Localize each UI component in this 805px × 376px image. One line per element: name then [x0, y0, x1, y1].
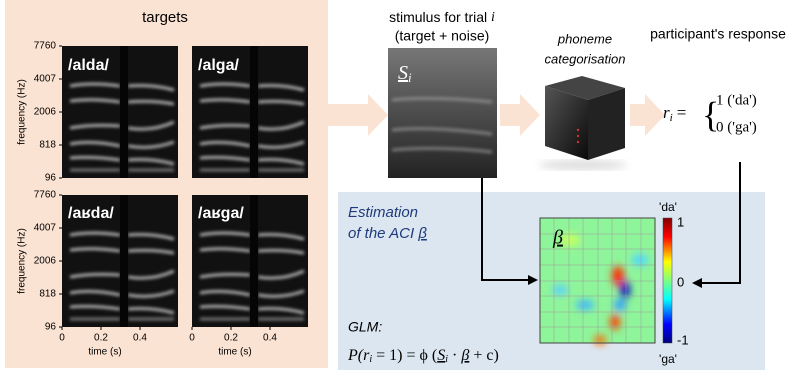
panel-label: /aʁga/	[198, 205, 244, 222]
response-case: 1 ('da')	[716, 92, 757, 108]
figure: targets /alda/ /alga/ /aʁda/ /aʁga/ freq…	[0, 0, 805, 376]
x-tick-label: 0	[59, 333, 65, 344]
aci-symbol: β	[552, 227, 563, 249]
y-axis-label: frequency (Hz)	[17, 228, 28, 294]
y-tick-label: 818	[39, 289, 56, 300]
estimation-title: of the ACI β	[348, 225, 427, 242]
response-title: participant's response	[650, 26, 786, 42]
y-tick-label: 2006	[34, 256, 57, 267]
y-tick-label: 7760	[34, 190, 57, 201]
stimulus-title: stimulus for trial i	[389, 9, 495, 26]
colorbar-tick: 0	[677, 274, 684, 289]
y-tick-label: 96	[45, 173, 57, 184]
y-tick-label: 4007	[34, 223, 57, 234]
y-tick-label: 7760	[34, 41, 57, 52]
panel-label: /aʁda/	[68, 205, 114, 222]
colorbar-tick: 1	[677, 214, 684, 229]
response-case: 0 ('ga')	[716, 119, 757, 135]
black-box-icon	[539, 76, 627, 170]
stimulus-subtitle: (target + noise)	[395, 28, 490, 44]
x-tick-label: 0.4	[263, 333, 277, 344]
colorbar-tick: -1	[677, 332, 689, 347]
categorisation-label: phoneme	[557, 31, 612, 46]
colorbar	[663, 218, 672, 343]
categorisation-label: categorisation	[545, 51, 626, 66]
response-equation: ri=	[663, 103, 686, 124]
y-axis-label: frequency (Hz)	[17, 79, 28, 145]
x-axis-label: time (s)	[88, 347, 121, 358]
colorbar-top-label: 'da'	[659, 200, 677, 214]
y-tick-label: 2006	[34, 107, 57, 118]
y-tick-label: 4007	[34, 74, 57, 85]
y-tick-label: 96	[45, 322, 57, 333]
x-tick-label: 0.2	[94, 333, 108, 344]
colorbar-bottom-label: 'ga'	[659, 352, 677, 366]
y-tick-label: 818	[39, 140, 56, 151]
glm-label: GLM:	[348, 319, 382, 335]
x-tick-label: 0.4	[133, 333, 147, 344]
x-axis-label: time (s)	[218, 347, 251, 358]
estimation-title: Estimation	[348, 204, 418, 221]
panel-label: /alga/	[198, 57, 239, 74]
panel-label: /alda/	[68, 57, 109, 74]
x-tick-label: 0	[189, 333, 195, 344]
x-tick-label: 0.2	[224, 333, 238, 344]
targets-title: targets	[142, 9, 188, 26]
